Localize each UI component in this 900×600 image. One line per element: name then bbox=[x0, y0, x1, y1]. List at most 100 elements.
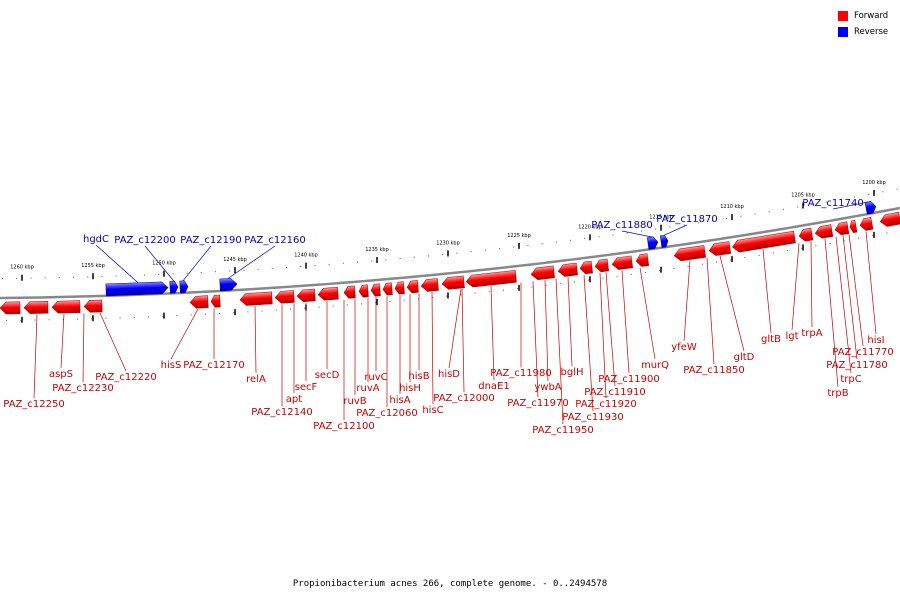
forward-gene-connector bbox=[82, 313, 85, 383]
lower-ruler-dot bbox=[417, 298, 419, 300]
reverse-gene-label: hgdC bbox=[83, 234, 109, 245]
lower-ruler-dot bbox=[716, 261, 717, 263]
legend-item-reverse[interactable]: Reverse bbox=[838, 24, 888, 40]
forward-gene-shape bbox=[579, 260, 593, 275]
forward-gene-label: dnaE1 bbox=[478, 381, 510, 392]
forward-gene-label: bglH bbox=[561, 367, 584, 378]
ruler-dot bbox=[44, 277, 46, 279]
forward-gene bbox=[859, 217, 874, 231]
ruler-dot bbox=[328, 263, 330, 265]
reverse-gene bbox=[219, 278, 238, 292]
forward-gene-label: PAZ_c12250 bbox=[3, 399, 64, 410]
legend-item-forward[interactable]: Forward bbox=[838, 8, 888, 24]
ruler-dot bbox=[30, 277, 32, 279]
ruler-dot bbox=[854, 196, 855, 198]
ruler-tick-label: 1235 kbp bbox=[365, 247, 389, 253]
lower-ruler-dot bbox=[829, 242, 831, 244]
forward-gene-label: PAZ_c11930 bbox=[562, 412, 623, 423]
forward-gene-connector bbox=[865, 231, 877, 335]
forward-gene bbox=[296, 288, 316, 303]
reverse-gene-label: PAZ_c12190 bbox=[180, 235, 241, 246]
ruler-dot bbox=[428, 255, 429, 257]
forward-gene-connector bbox=[842, 235, 858, 360]
forward-gene-label: PAZ_c11920 bbox=[575, 399, 636, 410]
forward-gene-shape bbox=[239, 291, 273, 306]
ruler-tick-label: 1230 kbp bbox=[436, 240, 460, 246]
forward-gene-shape bbox=[798, 227, 814, 242]
ruler-tick-label: 1250 kbp bbox=[152, 261, 176, 267]
ruler-dot bbox=[470, 251, 472, 253]
reverse-gene bbox=[169, 280, 179, 294]
ruler-dot bbox=[797, 206, 799, 208]
ruler-dot bbox=[158, 273, 160, 275]
lower-ruler-dot bbox=[162, 315, 164, 317]
lower-ruler-dot bbox=[204, 313, 206, 315]
reverse-gene-connector bbox=[182, 245, 212, 282]
forward-gene-label: PAZ_c11910 bbox=[584, 387, 645, 398]
forward-gene-shape bbox=[51, 300, 81, 314]
forward-gene bbox=[465, 270, 517, 288]
ruler-dot bbox=[655, 228, 657, 230]
forward-gene-connector bbox=[848, 234, 864, 347]
ruler-tick-label: 1240 kbp bbox=[294, 253, 318, 259]
forward-gene bbox=[0, 301, 21, 315]
forward-gene-shape bbox=[23, 301, 49, 314]
lower-ruler-dot bbox=[133, 316, 135, 318]
forward-gene bbox=[317, 286, 339, 301]
forward-gene-shape bbox=[420, 278, 439, 292]
lower-ruler-dot bbox=[772, 252, 774, 254]
lower-ruler-dot bbox=[446, 295, 448, 297]
forward-gene bbox=[358, 284, 369, 298]
forward-gene-label: PAZ_c12000 bbox=[433, 393, 494, 404]
lower-ruler-dot bbox=[645, 271, 646, 273]
lower-ruler-dot bbox=[403, 299, 405, 301]
lower-ruler-dot bbox=[474, 292, 476, 294]
lower-ruler-dot bbox=[602, 277, 604, 279]
lower-ruler-dot bbox=[815, 245, 817, 247]
ruler-dot bbox=[215, 271, 216, 273]
ruler-dot bbox=[697, 222, 699, 224]
forward-gene-connector bbox=[33, 314, 38, 399]
forward-gene bbox=[732, 230, 796, 253]
lower-ruler-dot bbox=[843, 240, 845, 242]
forward-gene bbox=[798, 227, 814, 242]
forward-gene-shape bbox=[343, 285, 356, 299]
forward-gene-shape bbox=[189, 295, 209, 309]
forward-gene-label: hisA bbox=[389, 395, 410, 406]
forward-gene-connector bbox=[555, 278, 564, 425]
ruler-tick-label: 1205 kbp bbox=[791, 192, 815, 198]
ruler-dot bbox=[271, 267, 273, 269]
ruler-dot bbox=[399, 258, 401, 260]
forward-gene-label: PAZ_c12170 bbox=[183, 360, 244, 371]
forward-gene-label: PAZ_c12220 bbox=[95, 372, 156, 383]
ruler-dot bbox=[186, 272, 188, 274]
forward-gene-connector bbox=[490, 285, 495, 381]
ruler-tick-label: 1245 kbp bbox=[223, 257, 247, 263]
forward-gene-label: PAZ_c11900 bbox=[598, 374, 659, 385]
lower-ruler-dot bbox=[20, 319, 22, 321]
lower-ruler-dot bbox=[148, 316, 149, 318]
lower-ruler-dot bbox=[275, 309, 277, 311]
reverse-gene-shape bbox=[646, 236, 659, 250]
forward-gene bbox=[420, 278, 439, 292]
lower-ruler-dot bbox=[190, 314, 192, 316]
lower-ruler-dot bbox=[119, 317, 121, 319]
forward-gene-shape bbox=[859, 217, 874, 231]
lower-ruler-dot bbox=[432, 297, 433, 299]
forward-gene bbox=[879, 211, 900, 227]
lower-ruler-dot bbox=[48, 319, 50, 321]
forward-gene-label: PAZ_c12100 bbox=[313, 421, 374, 432]
forward-gene-shape bbox=[673, 245, 706, 262]
forward-gene bbox=[557, 262, 578, 277]
forward-gene-label: hisB bbox=[408, 371, 429, 382]
forward-gene-label: trpA bbox=[801, 328, 822, 339]
forward-gene-connector bbox=[567, 277, 573, 367]
ruler-dot bbox=[257, 268, 259, 270]
forward-gene-label: secD bbox=[315, 370, 340, 381]
forward-gene bbox=[594, 258, 610, 273]
forward-gene bbox=[834, 221, 850, 236]
ruler-dot bbox=[598, 236, 600, 238]
forward-gene-connector bbox=[583, 275, 594, 412]
legend-label-forward: Forward bbox=[854, 11, 889, 21]
lower-ruler-dot bbox=[673, 267, 675, 269]
